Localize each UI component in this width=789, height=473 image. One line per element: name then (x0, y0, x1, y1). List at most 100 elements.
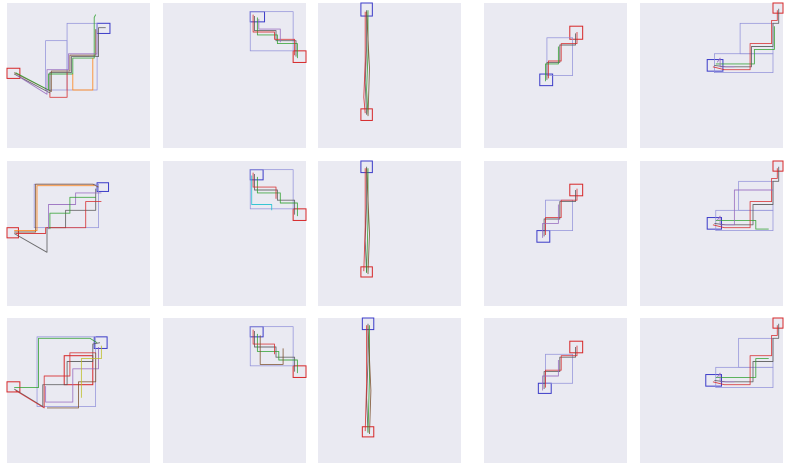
region-box-1 (706, 59, 724, 72)
trajectory-line-3 (258, 18, 281, 43)
plot-background (640, 318, 783, 463)
region-box-2 (545, 199, 574, 231)
region-box-1 (292, 208, 307, 221)
trajectory-line-1 (715, 358, 769, 378)
trajectory-line-2 (15, 352, 96, 409)
trajectory-line-0 (14, 183, 99, 233)
trajectory-line-0 (364, 10, 368, 115)
subplot-r1-c3 (484, 161, 627, 314)
trajectory-line-1 (256, 333, 298, 374)
subplot-svg (484, 318, 627, 463)
trajectory-line-1 (715, 219, 769, 230)
trajectory-line-2 (364, 325, 368, 432)
trajectory-line-3 (366, 11, 370, 117)
subplot-r2-c1 (163, 318, 307, 471)
subplot-r1-c4 (640, 160, 784, 314)
subplot-svg (318, 160, 461, 306)
region-box-1 (96, 182, 110, 192)
subplot-r0-c1 (163, 3, 307, 156)
region-box-0 (6, 227, 19, 239)
trajectory-line-2 (712, 10, 778, 71)
trajectory-line-3 (251, 175, 273, 211)
region-box-0 (772, 317, 784, 329)
subplot-r0-c4 (640, 2, 784, 156)
trajectory-line-1 (545, 188, 578, 235)
trajectory-line-0 (14, 337, 98, 389)
trajectory-line-0 (13, 27, 106, 94)
trajectory-line-2 (363, 11, 366, 114)
plot-background (318, 161, 461, 306)
subplot-r0-c2 (318, 2, 461, 156)
trajectory-line-5 (49, 196, 96, 230)
region-box-0 (539, 73, 554, 87)
subplot-svg (318, 2, 461, 148)
trajectory-line-3 (367, 325, 372, 435)
plot-background (318, 3, 461, 148)
trajectory-line-3 (716, 57, 735, 68)
subplot-svg (6, 161, 150, 306)
trajectory-line-4 (47, 352, 97, 409)
region-box-0 (6, 67, 21, 79)
plot-background (163, 3, 306, 148)
subplot-svg (640, 2, 784, 148)
plot-background (7, 3, 150, 148)
region-box-1 (93, 336, 108, 349)
region-box-1 (569, 183, 584, 197)
trajectory-line-3 (366, 168, 370, 275)
subplot-svg (640, 160, 784, 306)
subplot-svg (318, 317, 461, 463)
trajectory-line-2 (252, 172, 277, 199)
trajectory-line-3 (716, 372, 735, 383)
trajectory-line-0 (364, 166, 368, 273)
region-box-2 (249, 11, 294, 52)
trajectory-line-2 (15, 14, 97, 91)
trajectory-line-4 (49, 72, 68, 98)
trajectory-line-2 (545, 46, 559, 82)
trajectory-line-1 (367, 325, 370, 433)
trajectory-line-3 (16, 30, 98, 95)
subplot-svg (163, 318, 307, 463)
trajectory-line-1 (545, 345, 578, 388)
trajectory-line-4 (48, 192, 102, 230)
subplot-svg (163, 3, 307, 148)
region-box-1 (705, 374, 723, 387)
trajectory-line-2 (542, 360, 559, 391)
region-box-0 (536, 230, 551, 243)
subplot-svg (484, 161, 627, 306)
trajectory-line-5 (80, 345, 102, 398)
trajectory-line-2 (712, 168, 778, 229)
trajectory-line-3 (259, 335, 284, 365)
trajectory-line-1 (366, 168, 369, 273)
region-box-3 (45, 40, 68, 91)
region-box-0 (772, 2, 784, 14)
trajectory-line-3 (15, 201, 102, 234)
trajectory-line-1 (715, 26, 775, 65)
subplot-r0-c0 (6, 3, 150, 156)
trajectory-line-2 (363, 168, 366, 272)
plot-background (163, 318, 306, 463)
region-box-2 (546, 37, 574, 76)
subplot-r1-c0 (6, 161, 150, 314)
subplot-r1-c1 (163, 161, 307, 314)
subplot-svg (163, 161, 307, 306)
trajectory-line-1 (14, 185, 95, 232)
trajectory-line-0 (366, 323, 369, 433)
trajectory-line-3 (45, 347, 99, 403)
region-box-2 (249, 326, 294, 367)
subplot-r2-c0 (6, 318, 150, 471)
subplot-svg (640, 317, 784, 463)
plot-background (484, 318, 627, 463)
trajectory-line-1 (256, 176, 298, 217)
plot-background (640, 161, 783, 306)
trajectory-line-0 (543, 190, 576, 237)
plot-background (484, 161, 627, 306)
subplot-svg (6, 3, 150, 148)
region-box-0 (6, 381, 21, 393)
region-box-1 (292, 50, 307, 63)
region-box-0 (772, 160, 784, 172)
trajectory-line-5 (72, 58, 94, 91)
plot-background (640, 3, 783, 148)
subplot-svg (6, 318, 150, 463)
trajectory-line-2 (252, 14, 296, 56)
